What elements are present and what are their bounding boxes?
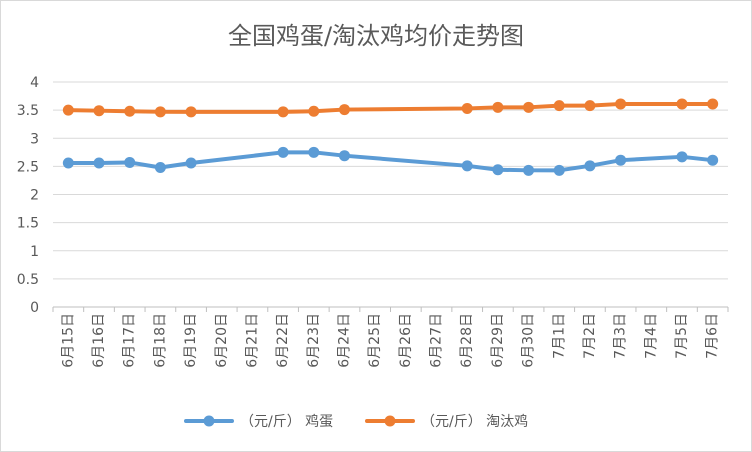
- data-point: [523, 164, 535, 176]
- data-point: [277, 106, 289, 118]
- series-1: [62, 146, 719, 176]
- data-point: [308, 146, 320, 158]
- data-point: [676, 151, 688, 163]
- data-point: [492, 164, 504, 176]
- data-point: [492, 101, 504, 113]
- series-group: [62, 98, 719, 176]
- x-tick-label: 6月29日: [490, 313, 506, 368]
- data-point: [185, 157, 197, 169]
- x-tick-label: 6月30日: [521, 313, 537, 368]
- data-point: [461, 160, 473, 172]
- x-tick-label: 6月27日: [429, 313, 445, 368]
- x-tick-label: 6月21日: [244, 313, 260, 368]
- x-tick-label: 6月26日: [398, 313, 414, 368]
- x-tick-label: 6月23日: [306, 313, 322, 368]
- data-point: [124, 156, 136, 168]
- data-point: [62, 104, 74, 116]
- x-tick-label: 7月6日: [705, 313, 721, 359]
- chart-title: 全国鸡蛋/淘汰鸡均价走势图: [228, 22, 524, 50]
- x-tick-label: 6月15日: [60, 313, 76, 368]
- legend-label: （元/斤） 鸡蛋: [240, 413, 333, 430]
- legend-marker: [203, 415, 215, 427]
- data-point: [615, 154, 627, 166]
- y-tick-label: 3.5: [17, 103, 39, 119]
- x-tick-label: 6月28日: [459, 313, 475, 368]
- x-tick-label: 7月1日: [551, 313, 567, 359]
- data-point: [676, 98, 688, 110]
- x-tick-label: 6月19日: [183, 313, 199, 368]
- x-tick-label: 6月22日: [275, 313, 291, 368]
- data-point: [461, 102, 473, 114]
- data-point: [62, 157, 74, 169]
- y-tick-label: 2.5: [17, 159, 39, 175]
- data-point: [154, 162, 166, 173]
- data-point: [338, 150, 350, 162]
- y-tick-label: 4: [30, 75, 39, 91]
- y-tick-label: 2: [30, 188, 39, 204]
- data-point: [93, 105, 105, 117]
- data-point: [615, 98, 627, 110]
- series-2: [62, 98, 719, 118]
- data-point: [308, 105, 320, 117]
- y-tick-label: 1: [30, 244, 39, 260]
- x-tick-label: 6月25日: [367, 313, 383, 368]
- legend-label: （元/斤） 淘汰鸡: [421, 413, 528, 430]
- data-point: [93, 157, 105, 169]
- y-tick-label: 3: [30, 131, 39, 147]
- y-tick-label: 0: [30, 300, 39, 316]
- y-axis: 0 0.5 1 1.5 2 2.5 3 3.5 4: [17, 75, 39, 316]
- data-point: [185, 106, 197, 118]
- data-point: [154, 106, 166, 118]
- x-tick-label: 7月4日: [643, 313, 659, 359]
- x-tick-label: 6月24日: [336, 313, 352, 368]
- data-point: [523, 101, 535, 113]
- x-tick-label: 7月3日: [613, 313, 629, 359]
- x-tick-label: 6月16日: [91, 313, 107, 368]
- x-axis: 6月15日 6月16日 6月17日 6月18日 6月19日 6月20日 6月21日 6月22日…: [52, 306, 729, 368]
- y-tick-label: 1.5: [17, 216, 39, 232]
- x-tick-label: 7月2日: [582, 313, 598, 359]
- data-point: [707, 154, 719, 166]
- x-tick-label: 7月5日: [674, 313, 690, 359]
- data-point: [124, 105, 136, 117]
- data-point: [584, 100, 596, 112]
- data-point: [553, 164, 565, 176]
- legend: （元/斤） 鸡蛋 （元/斤） 淘汰鸡: [184, 413, 528, 430]
- x-tick-label: 6月18日: [152, 313, 168, 368]
- data-point: [338, 104, 350, 116]
- x-tick-label: 6月20日: [214, 313, 230, 368]
- series-line: [66, 150, 715, 173]
- y-tick-label: 0.5: [17, 272, 39, 288]
- legend-marker: [384, 415, 396, 427]
- series-line: [66, 101, 715, 114]
- legend-item-2: （元/斤） 淘汰鸡: [365, 413, 528, 430]
- data-point: [584, 160, 596, 172]
- x-tick-label: 6月17日: [122, 313, 138, 368]
- data-point: [707, 98, 719, 110]
- data-point: [553, 100, 565, 112]
- legend-item-1: （元/斤） 鸡蛋: [184, 413, 333, 430]
- data-point: [277, 146, 289, 158]
